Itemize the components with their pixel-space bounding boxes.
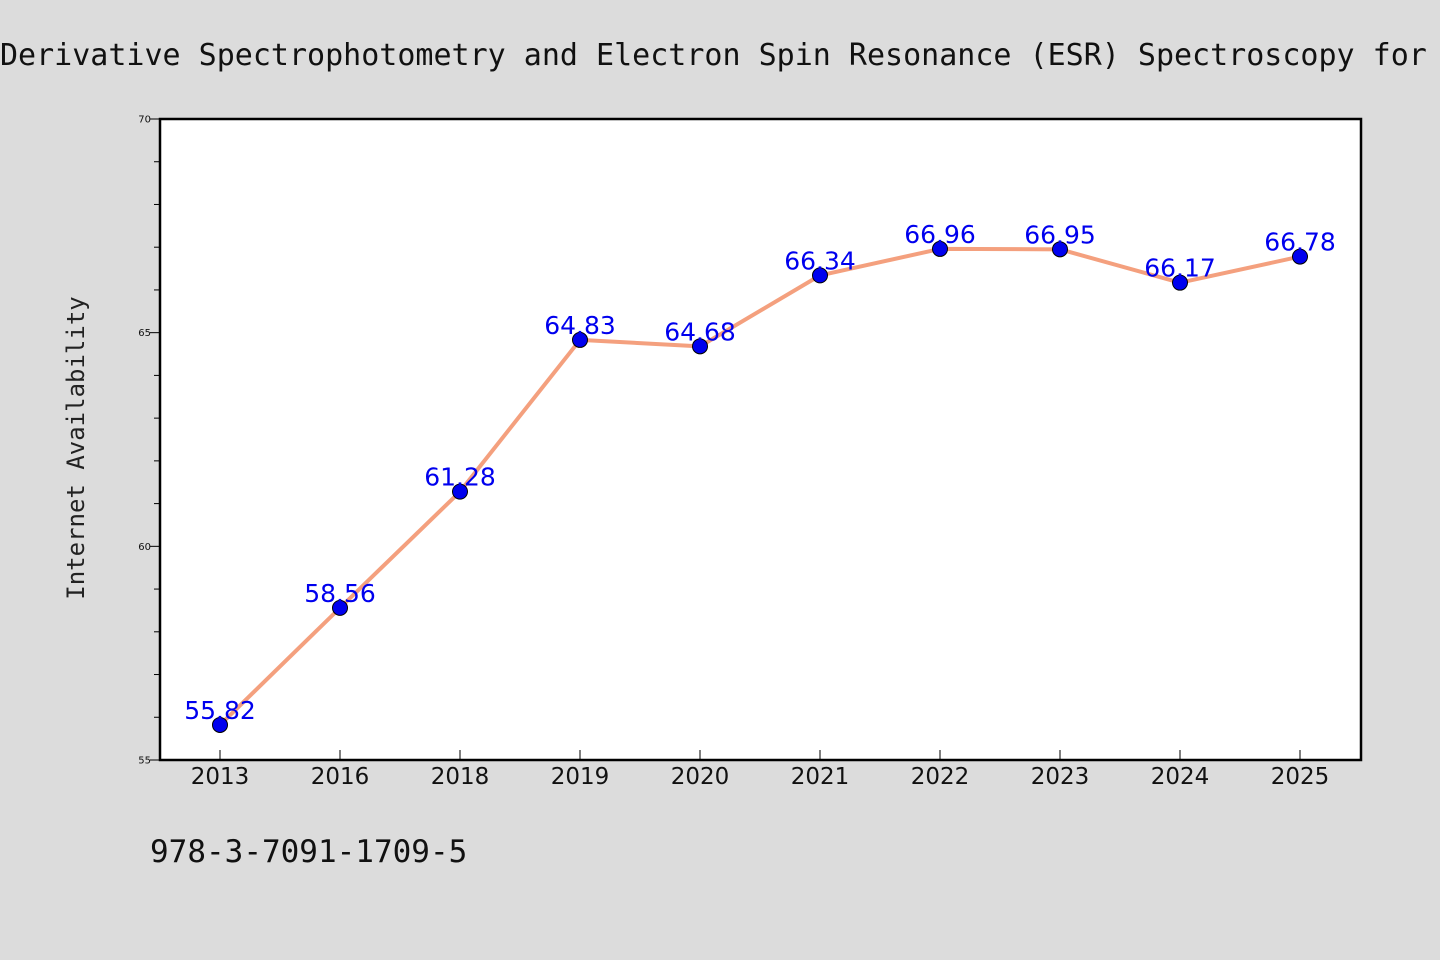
data-point (1052, 241, 1068, 258)
plot-area (160, 119, 1361, 760)
x-tick-label: 2019 (551, 764, 610, 790)
data-label: 55.82 (184, 696, 256, 725)
data-point (572, 331, 588, 348)
y-tick-label: 55 (138, 756, 151, 767)
data-point (932, 240, 948, 257)
x-tick-label: 2024 (1151, 764, 1210, 790)
x-tick-label: 2016 (311, 764, 370, 790)
y-tick-label: 60 (138, 542, 151, 553)
data-point (1292, 248, 1308, 265)
data-label: 64.83 (544, 311, 616, 340)
x-tick-label: 2013 (191, 764, 250, 790)
data-label: 66.34 (784, 246, 856, 275)
y-axis-ticks: 55 60 65 70 (138, 115, 160, 767)
y-tick-label: 70 (138, 115, 151, 126)
data-label-layer: 55.82 58.56 61.28 64.83 64.68 66.34 66.96 66.95… (184, 220, 1336, 725)
data-label: 66.96 (904, 220, 976, 249)
data-point (212, 716, 228, 733)
series-line (218, 246, 1302, 727)
x-tick-label: 2025 (1271, 764, 1330, 790)
data-label: 58.56 (304, 579, 376, 608)
plot-frame (158, 117, 1363, 762)
x-tick-label: 2022 (911, 764, 970, 790)
data-point (1172, 274, 1188, 291)
data-label: 66.17 (1144, 254, 1216, 283)
y-tick-label: 65 (138, 328, 151, 339)
isbn-text: 978-3-7091-1709-5 (150, 834, 468, 870)
x-tick-label: 2021 (791, 764, 850, 790)
x-tick-label: 2023 (1031, 764, 1090, 790)
data-label: 66.78 (1264, 228, 1336, 257)
data-point (692, 338, 708, 355)
data-label: 66.95 (1024, 220, 1096, 249)
data-point (332, 599, 348, 616)
data-point (452, 483, 468, 500)
data-label: 64.68 (664, 317, 736, 346)
series-layer (212, 240, 1308, 733)
data-label: 61.28 (424, 463, 496, 492)
x-tick-label: 2018 (431, 764, 490, 790)
x-axis-ticks: 2013 2016 2018 2019 2020 2021 2022 2023 2024 2025 (191, 750, 1330, 790)
chart-title: Derivative Spectrophotometry and Electro… (0, 38, 1427, 73)
x-tick-label: 2020 (671, 764, 730, 790)
data-point (812, 267, 828, 284)
